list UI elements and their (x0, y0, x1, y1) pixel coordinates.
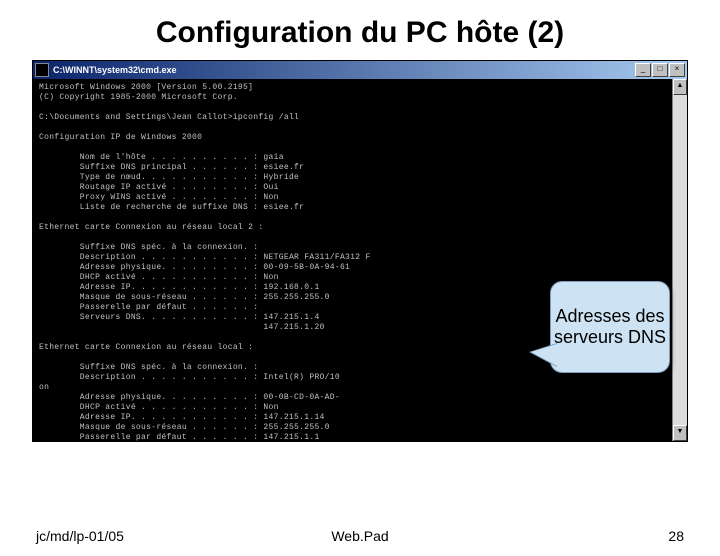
close-button[interactable]: × (669, 63, 685, 77)
term-line: Microsoft Windows 2000 [Version 5.00.219… (39, 83, 253, 92)
term-line: Adresse IP. . . . . . . . . . . . : 192.… (39, 283, 320, 292)
cmd-window: C:\WINNT\system32\cmd.exe _ □ × Microsof… (32, 60, 688, 442)
term-line: 147.215.1.20 (39, 323, 325, 332)
titlebar: C:\WINNT\system32\cmd.exe _ □ × (33, 61, 687, 79)
term-line: Adresse IP. . . . . . . . . . . . : 147.… (39, 413, 325, 422)
term-line: Serveurs DNS. . . . . . . . . . . : 147.… (39, 313, 320, 322)
term-line: Nom de l'hôte . . . . . . . . . . : gaia (39, 153, 284, 162)
term-line: Adresse physique. . . . . . . . . : 00-0… (39, 393, 340, 402)
term-line: Ethernet carte Connexion au réseau local… (39, 223, 263, 232)
footer-center: Web.Pad (331, 528, 388, 544)
term-line: Masque de sous-réseau . . . . . . : 255.… (39, 423, 330, 432)
term-line: Masque de sous-réseau . . . . . . : 255.… (39, 293, 330, 302)
term-line: Suffixe DNS principal . . . . . . : esie… (39, 163, 304, 172)
minimize-button[interactable]: _ (635, 63, 651, 77)
term-line: Passerelle par défaut . . . . . . : 147.… (39, 433, 320, 441)
term-line: Suffixe DNS spéc. à la connexion. : (39, 243, 258, 252)
scroll-down-button[interactable]: ▼ (673, 425, 687, 441)
term-line: Suffixe DNS spéc. à la connexion. : (39, 363, 258, 372)
dns-callout: Adresses des serveurs DNS (550, 281, 670, 373)
term-line: Type de nœud. . . . . . . . . . . : Hybr… (39, 173, 299, 182)
term-line: Liste de recherche de suffixe DNS : esie… (39, 203, 304, 212)
titlebar-left: C:\WINNT\system32\cmd.exe (35, 63, 177, 77)
term-line: Adresse physique. . . . . . . . . : 00-0… (39, 263, 350, 272)
slide-title: Configuration du PC hôte (2) (0, 16, 720, 50)
term-line: C:\Documents and Settings\Jean Callot>ip… (39, 113, 299, 122)
window-controls: _ □ × (635, 63, 685, 77)
term-line: Proxy WINS activé . . . . . . . . : Non (39, 193, 279, 202)
term-line: (C) Copyright 1985-2000 Microsoft Corp. (39, 93, 238, 102)
scroll-track[interactable] (673, 95, 687, 425)
cmd-icon (35, 63, 49, 77)
footer-left: jc/md/lp-01/05 (36, 528, 124, 544)
maximize-button[interactable]: □ (652, 63, 668, 77)
term-line: DHCP activé . . . . . . . . . . . : Non (39, 403, 279, 412)
scroll-up-button[interactable]: ▲ (673, 79, 687, 95)
scrollbar[interactable]: ▲ ▼ (672, 79, 687, 441)
term-line: Description . . . . . . . . . . . : Inte… (39, 373, 340, 382)
term-line: Description . . . . . . . . . . . : NETG… (39, 253, 371, 262)
term-line: DHCP activé . . . . . . . . . . . : Non (39, 273, 279, 282)
footer: jc/md/lp-01/05 Web.Pad 28 (0, 528, 720, 544)
term-line: Ethernet carte Connexion au réseau local… (39, 343, 253, 352)
footer-right: 28 (668, 528, 684, 544)
terminal-output: Microsoft Windows 2000 [Version 5.00.219… (33, 79, 687, 441)
window-title: C:\WINNT\system32\cmd.exe (53, 65, 177, 75)
term-line: Routage IP activé . . . . . . . . : Oui (39, 183, 279, 192)
term-line: Passerelle par défaut . . . . . . : (39, 303, 258, 312)
callout-text: Adresses des serveurs DNS (551, 306, 669, 348)
term-line: Configuration IP de Windows 2000 (39, 133, 202, 142)
term-line: on (39, 383, 49, 392)
